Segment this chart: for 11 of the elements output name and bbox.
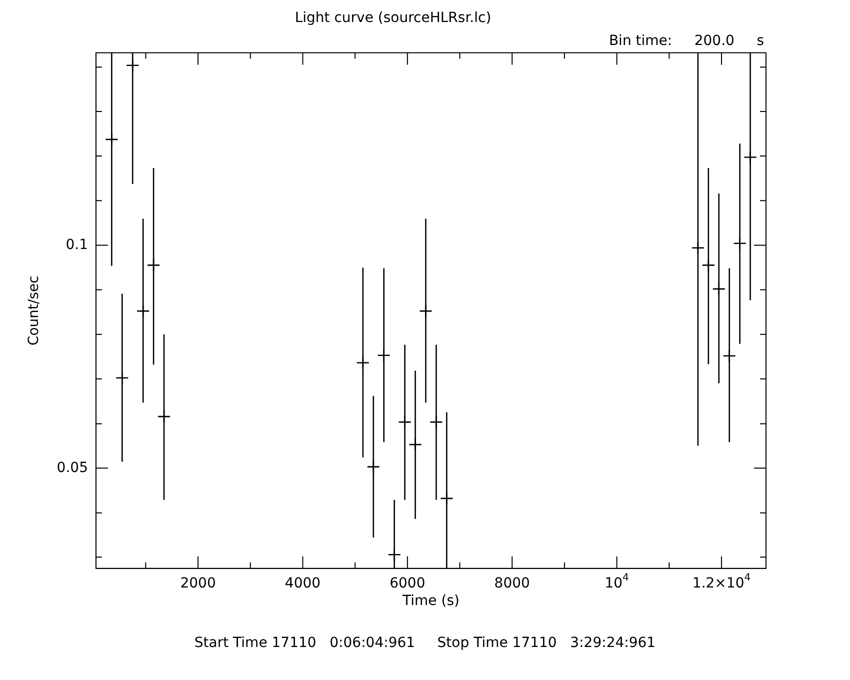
x-tick-label: 2000 xyxy=(180,575,216,592)
x-tick-label: 4000 xyxy=(284,575,321,592)
y-tick-label: 0.1 xyxy=(66,236,88,253)
chart-title: Light curve (sourceHLRsr.lc) xyxy=(294,10,492,26)
x-tick-label: 8000 xyxy=(494,575,530,592)
x-tick-label: 6000 xyxy=(390,575,426,592)
text: Bin time: 200.0 s xyxy=(608,33,764,49)
x-axis-title: Time (s) xyxy=(402,593,460,610)
text: Start Time 17110 0:06:04:961 Stop Time 17110 3:29:24:961 xyxy=(193,635,657,651)
y-axis-title: Count/sec xyxy=(26,276,42,346)
y-tick-label: 0.05 xyxy=(56,460,88,476)
